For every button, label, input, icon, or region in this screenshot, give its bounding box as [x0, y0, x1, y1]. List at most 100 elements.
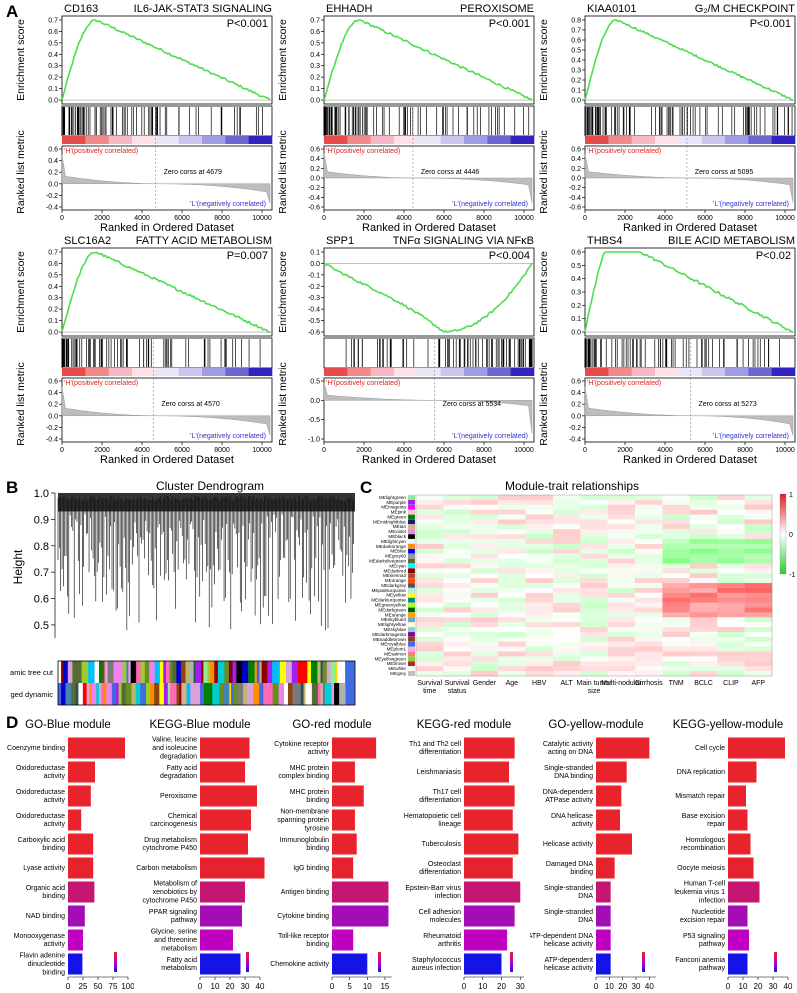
rank-color-segment — [748, 368, 772, 376]
x-tick-label: 6000 — [697, 215, 713, 222]
heatmap-cell — [498, 646, 526, 652]
heatmap-cell — [416, 563, 444, 569]
p-value: P<0.001 — [750, 18, 791, 30]
x-tick-label: 0 — [462, 982, 467, 991]
p-value: P<0.004 — [489, 250, 530, 262]
trait-label: TNM — [669, 680, 684, 687]
term-label: pathway — [699, 941, 726, 948]
module-color-band — [166, 661, 170, 683]
heatmap-cell — [689, 519, 718, 525]
module-color-band — [163, 661, 167, 683]
module-color-band — [107, 661, 114, 683]
x-tick-label: 5 — [347, 982, 352, 991]
trait-label: AFP — [751, 680, 765, 687]
heatmap-cell — [552, 583, 581, 589]
heatmap-cell — [552, 504, 581, 510]
trait-label: Multi-nodular — [601, 680, 642, 687]
module-color-swatch — [407, 529, 416, 535]
heatmap-cell — [470, 524, 499, 530]
heatmap-cell — [744, 661, 773, 667]
module-color-band — [163, 683, 169, 705]
module-color-band — [88, 661, 95, 683]
module-color-swatch — [407, 661, 416, 667]
heatmap-cell — [689, 592, 718, 598]
heatmap-cell — [580, 583, 608, 589]
x-tick-label: 2000 — [617, 447, 633, 454]
dendrogram-title: Cluster Dendrogram — [156, 479, 264, 493]
metric-tick-label: 0.6 — [571, 147, 581, 154]
heatmap-cell — [443, 646, 471, 652]
x-tick-label: 4000 — [134, 215, 150, 222]
heatmap-cell — [552, 543, 581, 550]
heatmap-cell — [717, 651, 745, 657]
heatmap-cell — [443, 631, 471, 638]
term-label: binding — [306, 845, 329, 852]
gene-name: KIAA0101 — [587, 3, 637, 15]
heatmap-cell — [416, 504, 444, 510]
module-color-band — [78, 683, 84, 705]
metric-axis-label: Ranked list metric — [538, 362, 550, 445]
rank-color-segment — [487, 136, 511, 144]
module-color-band — [297, 661, 303, 683]
x-tick-label: 10000 — [514, 447, 534, 454]
heatmap-cell — [635, 636, 663, 642]
trait-label: Main tumor — [576, 680, 612, 687]
rank-color-segment — [370, 368, 395, 376]
term-label: Leishmaniasis — [417, 769, 462, 776]
metric-tick-label: -0.2 — [46, 193, 58, 200]
module-color-band — [82, 683, 87, 705]
term-label: degradation — [160, 773, 197, 780]
module-color-band — [86, 683, 91, 705]
heatmap-cell — [717, 636, 745, 642]
heatmap-cell — [635, 499, 663, 505]
trait-label: status — [448, 688, 467, 695]
heatmap-cell — [717, 671, 745, 677]
heatmap-cell — [607, 641, 636, 647]
module-color-band — [210, 661, 215, 683]
heatmap-cell — [607, 622, 636, 628]
x-axis-label: Ranked in Ordered Dataset — [362, 454, 496, 464]
module-color-swatch — [407, 636, 416, 642]
heatmap-cell — [635, 666, 663, 672]
heatmap-cell — [498, 636, 526, 642]
p-value-color-legend — [114, 952, 117, 972]
p-value: P<0.001 — [227, 18, 268, 30]
heatmap-cell — [689, 607, 718, 613]
heatmap-cell — [607, 499, 636, 505]
heatmap-cell — [689, 602, 718, 608]
module-color-band — [131, 683, 136, 705]
module-label: MEblack — [388, 534, 406, 539]
heatmap-cell — [717, 543, 745, 550]
module-color-swatch — [407, 548, 416, 554]
es-tick-label: 0.7 — [48, 18, 58, 25]
heatmap-cell — [525, 631, 554, 638]
module-label: MEskyblue3 — [381, 617, 406, 622]
es-frame — [323, 15, 535, 105]
rank-color-segment — [132, 368, 156, 376]
x-tick-label: 25 — [79, 982, 88, 991]
heatmap-cell — [635, 631, 663, 638]
heatmap-cell — [580, 519, 608, 525]
heatmap-cell — [552, 563, 581, 569]
heatmap-cell — [607, 646, 636, 652]
module-label: MEsaddlebrown — [373, 637, 406, 642]
heatmap-cell — [470, 587, 499, 594]
heatmap-cell — [717, 514, 745, 520]
heatmap-cell — [498, 661, 526, 667]
p-value: P<0.001 — [489, 18, 530, 30]
es-tick-label: 0.6 — [571, 38, 581, 45]
heatmap-cell — [607, 661, 636, 667]
module-color-band — [96, 683, 100, 705]
module-color-band — [77, 661, 82, 683]
term-label: recombination — [681, 845, 725, 852]
module-color-band — [189, 661, 194, 683]
heatmap-cell — [498, 622, 526, 628]
module-label: MEyellowgreen — [375, 656, 407, 661]
term-label: Single-stranded — [544, 885, 593, 892]
module-color-band — [61, 683, 66, 705]
enrichment-bar — [728, 737, 785, 759]
heatmap-cell — [635, 622, 663, 628]
heatmap-color-legend — [779, 493, 787, 575]
x-tick-label: 0 — [60, 215, 64, 222]
